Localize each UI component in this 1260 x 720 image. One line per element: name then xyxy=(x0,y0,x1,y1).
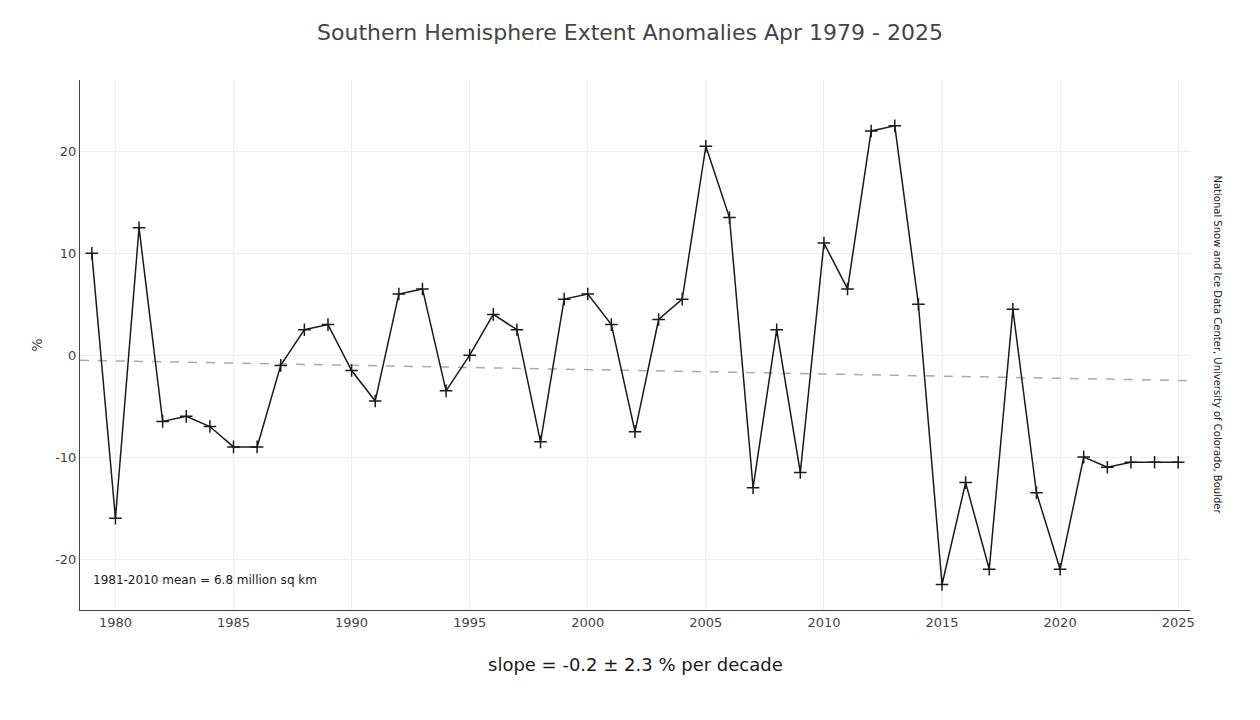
svg-text:slope = -0.2 ± 2.3 % per decad: slope = -0.2 ± 2.3 % per decade xyxy=(488,654,783,675)
svg-text:0: 0 xyxy=(68,348,76,363)
svg-text:-10: -10 xyxy=(55,450,76,465)
svg-text:National Snow and Ice Data Cen: National Snow and Ice Data Center, Unive… xyxy=(1212,176,1223,515)
svg-text:2010: 2010 xyxy=(807,615,840,630)
svg-text:1990: 1990 xyxy=(335,615,368,630)
svg-text:2020: 2020 xyxy=(1044,615,1077,630)
svg-text:2005: 2005 xyxy=(689,615,722,630)
svg-text:%: % xyxy=(29,338,45,351)
svg-text:20: 20 xyxy=(60,144,77,159)
svg-text:10: 10 xyxy=(60,246,77,261)
svg-text:2015: 2015 xyxy=(925,615,958,630)
svg-text:1985: 1985 xyxy=(217,615,250,630)
svg-text:1995: 1995 xyxy=(453,615,486,630)
svg-text:2000: 2000 xyxy=(571,615,604,630)
svg-text:-20: -20 xyxy=(55,552,76,567)
svg-text:Southern Hemisphere Extent Ano: Southern Hemisphere Extent Anomalies Apr… xyxy=(317,20,943,45)
svg-text:2025: 2025 xyxy=(1162,615,1195,630)
svg-text:1980: 1980 xyxy=(99,615,132,630)
svg-text:1981-2010 mean = 6.8 million s: 1981-2010 mean = 6.8 million sq km xyxy=(93,573,317,587)
